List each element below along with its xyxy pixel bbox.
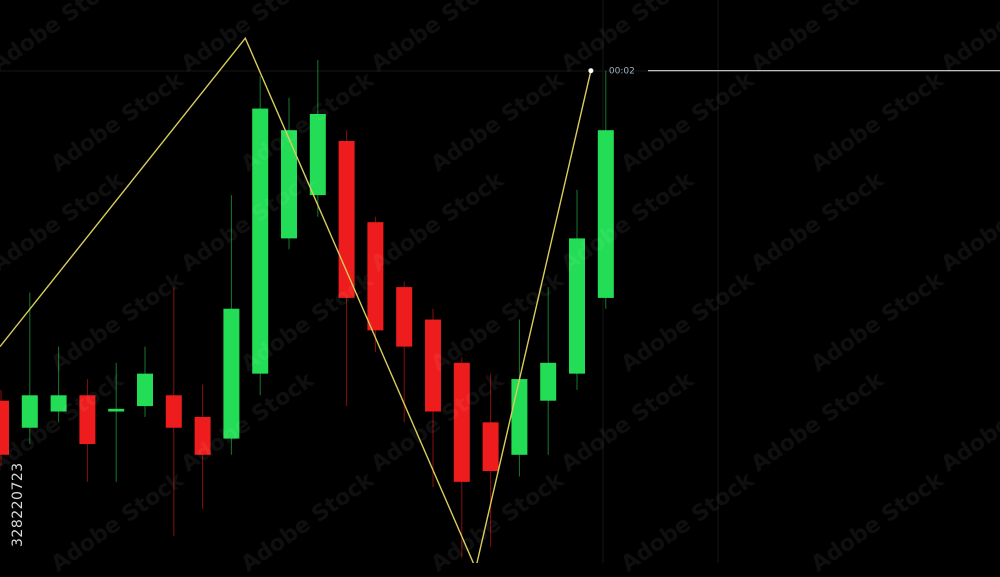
candle-up (597, 130, 614, 298)
zigzag-overlay: 00:02 (0, 36, 1000, 563)
candle-up (137, 373, 153, 407)
candle-up (108, 408, 125, 412)
candle-up (252, 108, 269, 374)
candlestick-chart: 00:02 (0, 0, 1000, 563)
candle-up (540, 362, 557, 401)
candle-down (194, 416, 211, 455)
candle-up (569, 238, 585, 374)
candle-down (338, 141, 355, 298)
zigzag-line (0, 36, 592, 563)
candle-down (0, 400, 9, 455)
candles (0, 59, 614, 558)
candle-down (396, 287, 413, 347)
stock-id-label: 328220723 (10, 462, 26, 547)
candle-up (50, 395, 67, 412)
candle-down (482, 422, 499, 472)
candle-down (453, 362, 470, 482)
candle-up (21, 395, 38, 428)
candle-up (309, 113, 326, 196)
candle-up (511, 379, 528, 455)
grid-lines (0, 0, 1000, 563)
candle-down (425, 319, 441, 412)
candle-down (79, 395, 96, 444)
price-label: 00:02 (609, 67, 635, 77)
candle-down (367, 222, 384, 331)
price-marker (588, 68, 594, 74)
candle-up (223, 308, 240, 439)
candle-down (165, 395, 182, 428)
candle-up (281, 130, 297, 239)
